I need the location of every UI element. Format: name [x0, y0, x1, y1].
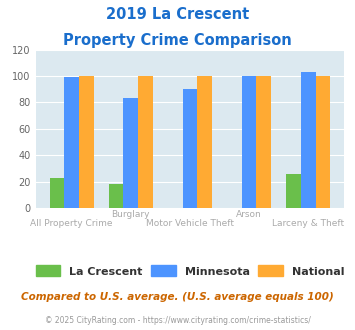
Bar: [316, 76, 330, 208]
Bar: [64, 77, 79, 208]
Bar: [242, 76, 256, 208]
Text: Motor Vehicle Theft: Motor Vehicle Theft: [146, 219, 234, 228]
Bar: [301, 72, 316, 208]
Text: Burglary: Burglary: [111, 210, 150, 218]
Bar: [286, 174, 301, 208]
Bar: [197, 76, 212, 208]
Text: © 2025 CityRating.com - https://www.cityrating.com/crime-statistics/: © 2025 CityRating.com - https://www.city…: [45, 316, 310, 325]
Text: All Property Crime: All Property Crime: [31, 219, 113, 228]
Text: Arson: Arson: [236, 210, 262, 218]
Bar: [124, 98, 138, 208]
Legend: La Crescent, Minnesota, National: La Crescent, Minnesota, National: [31, 261, 349, 281]
Bar: [182, 89, 197, 208]
Text: Compared to U.S. average. (U.S. average equals 100): Compared to U.S. average. (U.S. average …: [21, 292, 334, 302]
Text: Larceny & Theft: Larceny & Theft: [272, 219, 344, 228]
Bar: [256, 76, 271, 208]
Bar: [138, 76, 153, 208]
Bar: [109, 184, 124, 208]
Bar: [79, 76, 94, 208]
Text: 2019 La Crescent: 2019 La Crescent: [106, 7, 249, 21]
Bar: [50, 178, 64, 208]
Text: Property Crime Comparison: Property Crime Comparison: [63, 33, 292, 48]
